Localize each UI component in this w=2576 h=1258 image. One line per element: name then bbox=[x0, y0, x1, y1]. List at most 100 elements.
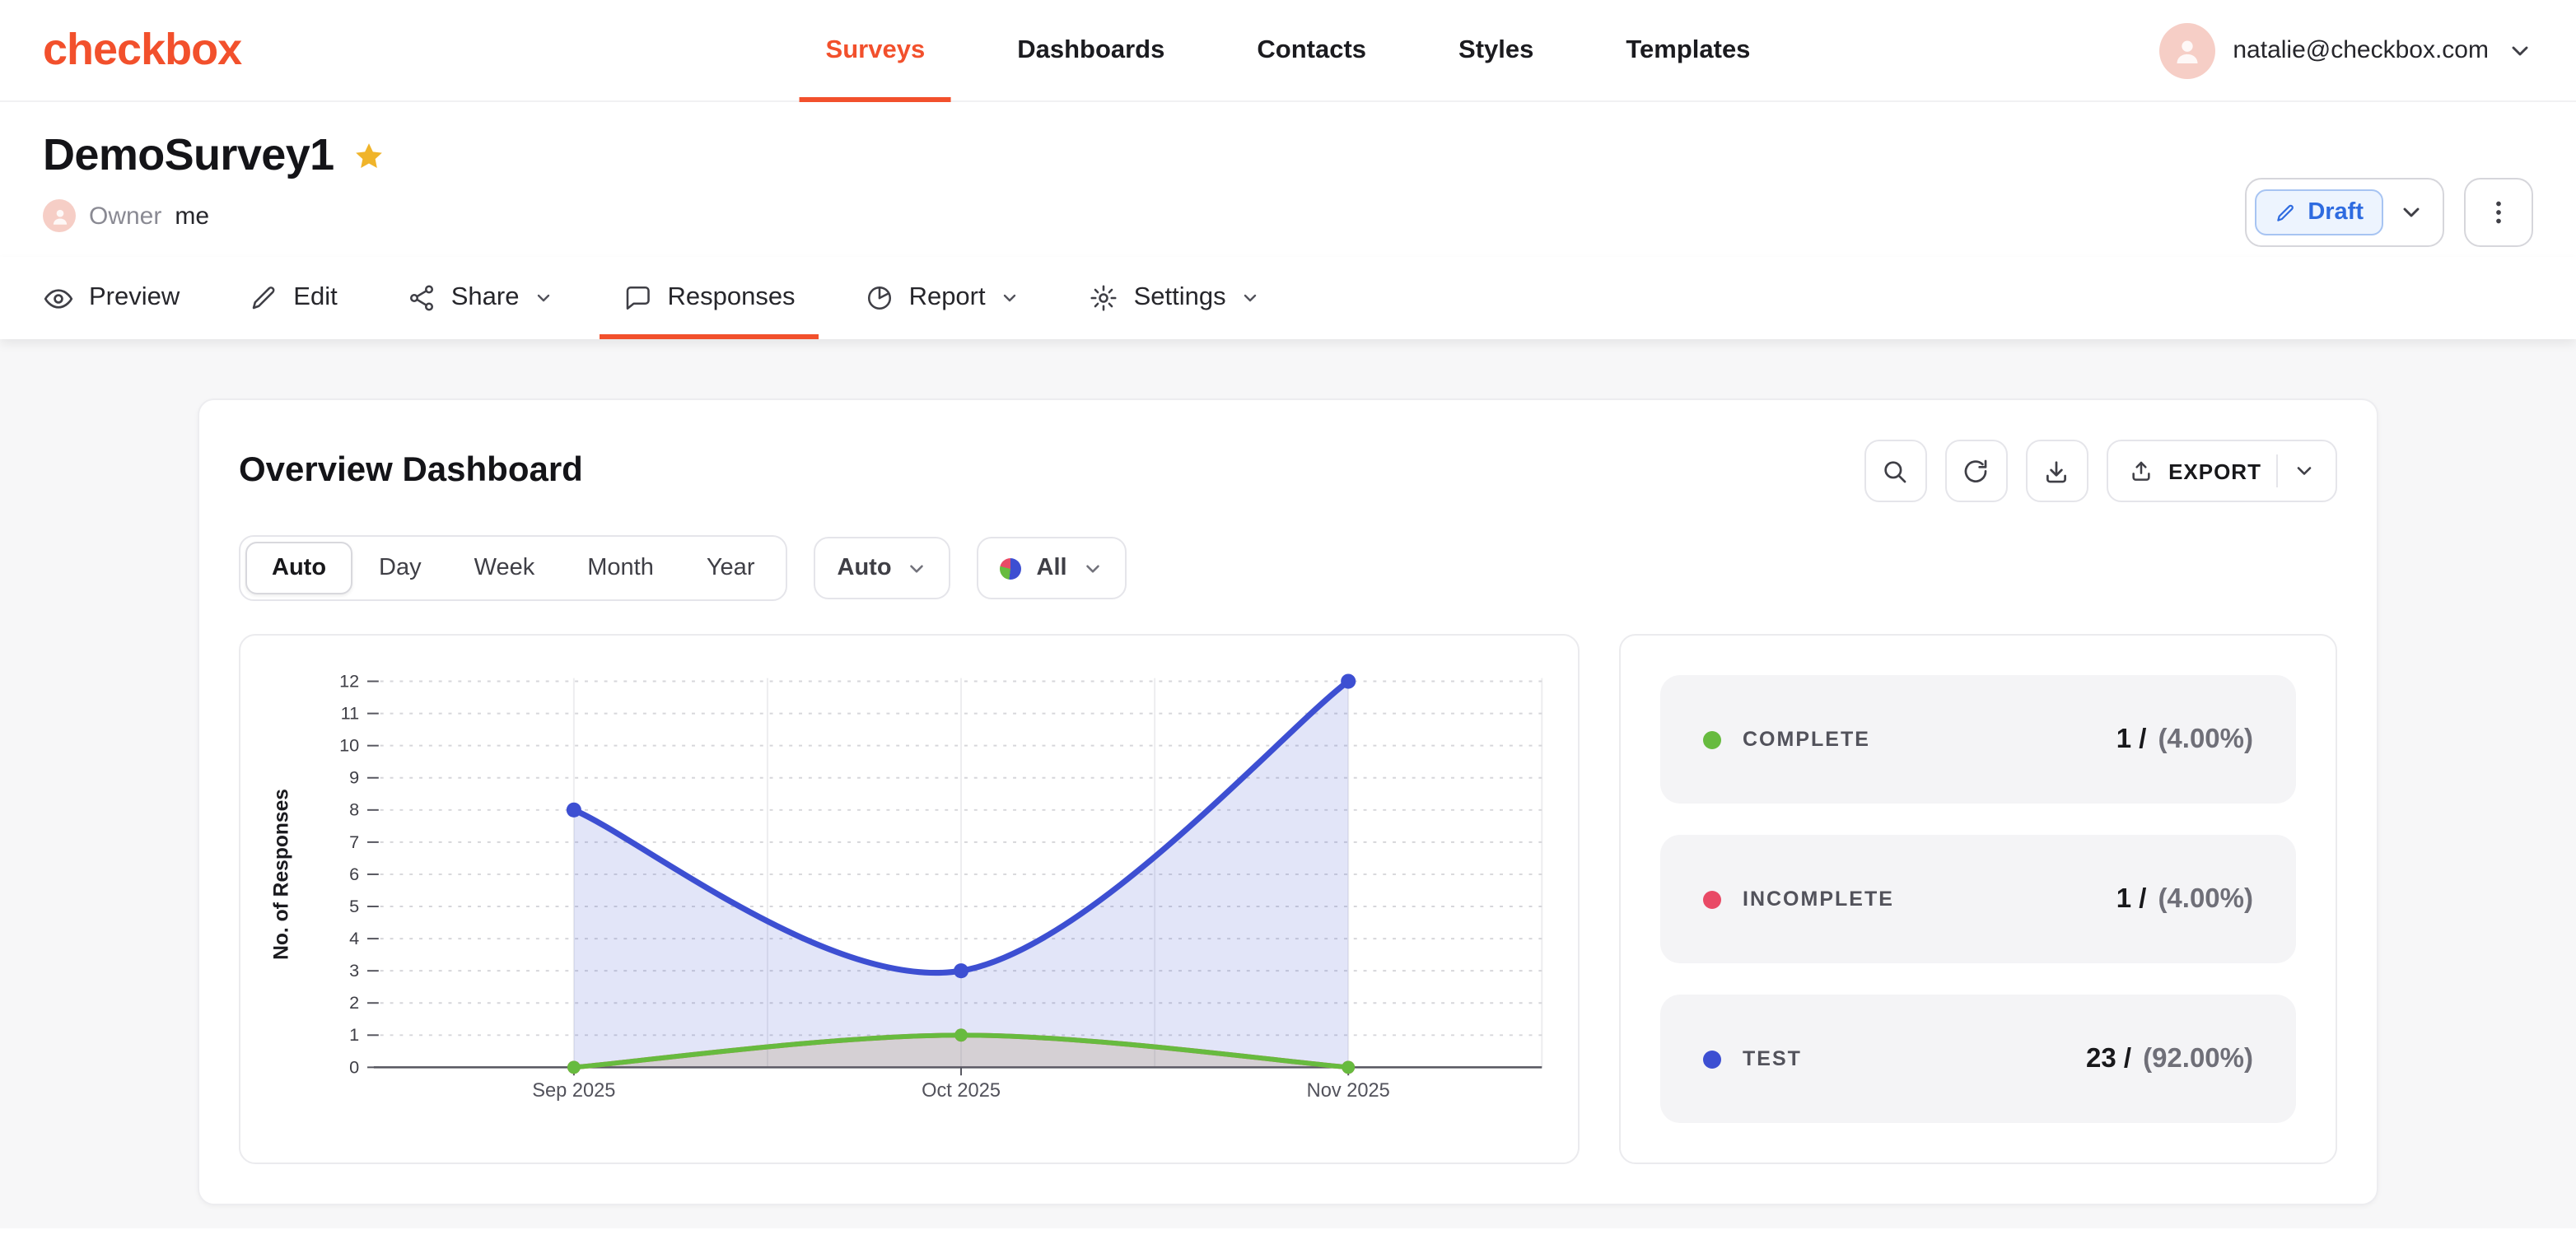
chevron-down-icon bbox=[1244, 294, 1257, 302]
svg-text:8: 8 bbox=[349, 799, 359, 820]
svg-text:3: 3 bbox=[349, 960, 359, 981]
top-bar: checkbox Surveys Dashboards Contacts Sty… bbox=[0, 0, 2576, 102]
chevron-down-icon bbox=[910, 564, 924, 572]
survey-header: DemoSurvey1 Owner me Draft bbox=[0, 102, 2576, 257]
pencil-icon bbox=[253, 287, 275, 310]
multi-status-dot bbox=[1000, 557, 1022, 579]
test-dot bbox=[1703, 1050, 1721, 1068]
stat-value: 1 /(4.00%) bbox=[2116, 724, 2253, 753]
status-badge[interactable]: Draft bbox=[2255, 189, 2383, 235]
export-label: EXPORT bbox=[2168, 459, 2261, 483]
share-icon bbox=[409, 285, 433, 311]
owner-avatar bbox=[43, 199, 76, 232]
interval-select[interactable]: Auto bbox=[814, 537, 951, 599]
tab-report[interactable]: Report bbox=[842, 257, 1043, 339]
chevron-down-icon bbox=[538, 294, 550, 302]
segment-week[interactable]: Week bbox=[474, 555, 535, 581]
survey-title: DemoSurvey1 bbox=[43, 130, 334, 179]
dashboard-title: Overview Dashboard bbox=[239, 451, 583, 489]
download-icon bbox=[2046, 460, 2067, 482]
segment-year[interactable]: Year bbox=[706, 555, 755, 581]
divider bbox=[2276, 454, 2278, 487]
more-options-button[interactable] bbox=[2464, 178, 2533, 247]
stat-card-test[interactable]: TEST 23 /(92.00%) bbox=[1660, 995, 2296, 1123]
pencil-icon bbox=[2277, 203, 2294, 221]
svg-text:2: 2 bbox=[349, 992, 359, 1013]
nav-item-surveys[interactable]: Surveys bbox=[799, 0, 952, 101]
tab-edit[interactable]: Edit bbox=[226, 257, 360, 339]
svg-text:Oct 2025: Oct 2025 bbox=[922, 1080, 1001, 1102]
stat-label: TEST bbox=[1743, 1047, 1802, 1070]
tab-preview[interactable]: Preview bbox=[20, 257, 203, 339]
svg-text:11: 11 bbox=[341, 702, 359, 723]
top-nav: Surveys Dashboards Contacts Styles Templ… bbox=[799, 0, 1761, 101]
user-avatar bbox=[2158, 22, 2215, 78]
stat-value: 1 /(4.00%) bbox=[2116, 883, 2253, 913]
svg-text:7: 7 bbox=[349, 832, 359, 852]
status-filter-select[interactable]: All bbox=[977, 537, 1127, 599]
stat-label: INCOMPLETE bbox=[1743, 888, 1894, 911]
nav-item-dashboards[interactable]: Dashboards bbox=[1017, 35, 1165, 63]
svg-text:5: 5 bbox=[349, 896, 359, 916]
svg-text:4: 4 bbox=[349, 928, 359, 948]
svg-text:0: 0 bbox=[349, 1056, 359, 1077]
refresh-icon bbox=[1964, 459, 1987, 482]
chat-bubble-icon bbox=[627, 286, 651, 310]
stat-value: 23 /(92.00%) bbox=[2086, 1043, 2253, 1073]
segment-auto[interactable]: Auto bbox=[245, 542, 353, 594]
chevron-down-icon[interactable] bbox=[2507, 37, 2533, 63]
svg-text:12: 12 bbox=[339, 670, 359, 691]
search-button[interactable] bbox=[1864, 440, 1927, 502]
search-icon bbox=[1884, 460, 1906, 482]
status-dropdown[interactable]: Draft bbox=[2245, 178, 2444, 247]
stat-card-incomplete[interactable]: INCOMPLETE 1 /(4.00%) bbox=[1660, 835, 2296, 963]
time-granularity-segmented: Auto Day Week Month Year bbox=[239, 535, 788, 601]
segment-month[interactable]: Month bbox=[587, 555, 654, 581]
survey-tabs: Preview Edit Share Responses bbox=[0, 257, 2576, 339]
responses-chart-panel: 0 1 2 3 4 5 6 7 8 9 10 11 12 Sep 2025 Oct 2025 Nov 2025… bbox=[239, 634, 1580, 1164]
refresh-button[interactable] bbox=[1944, 440, 2008, 502]
main-content: Overview Dashboard bbox=[0, 339, 2576, 1228]
person-icon bbox=[52, 208, 67, 224]
segment-day[interactable]: Day bbox=[379, 555, 422, 581]
svg-text:10: 10 bbox=[339, 735, 359, 756]
owner-name: me bbox=[175, 202, 210, 230]
overview-dashboard-card: Overview Dashboard bbox=[198, 398, 2378, 1205]
stat-card-complete[interactable]: COMPLETE 1 /(4.00%) bbox=[1660, 675, 2296, 804]
owner-label: Owner bbox=[89, 202, 162, 230]
tab-responses[interactable]: Responses bbox=[600, 257, 818, 339]
tab-settings[interactable]: Settings bbox=[1066, 257, 1284, 339]
gear-icon bbox=[1091, 285, 1118, 311]
nav-item-templates[interactable]: Templates bbox=[1626, 35, 1751, 63]
incomplete-dot bbox=[1703, 890, 1721, 908]
user-email: natalie@checkbox.com bbox=[2233, 36, 2489, 64]
svg-text:1: 1 bbox=[349, 1024, 359, 1045]
svg-text:Nov 2025: Nov 2025 bbox=[1307, 1080, 1390, 1102]
upload-icon bbox=[2131, 461, 2149, 481]
chevron-down-icon[interactable] bbox=[2398, 199, 2424, 226]
eye-icon bbox=[44, 288, 73, 308]
chevron-down-icon bbox=[1004, 294, 1016, 302]
nav-item-styles[interactable]: Styles bbox=[1458, 35, 1534, 63]
checkbox-logo[interactable]: checkbox bbox=[43, 25, 242, 74]
svg-text:Sep 2025: Sep 2025 bbox=[532, 1080, 615, 1102]
pie-chart-icon bbox=[867, 286, 891, 310]
kebab-menu-icon bbox=[2496, 201, 2501, 224]
owner-row: Owner me bbox=[43, 199, 2533, 232]
user-menu[interactable]: natalie@checkbox.com bbox=[2158, 22, 2533, 78]
person-icon bbox=[2176, 40, 2197, 63]
star-icon[interactable] bbox=[352, 139, 385, 172]
svg-text:9: 9 bbox=[349, 767, 359, 788]
download-button[interactable] bbox=[2025, 440, 2088, 502]
svg-text:6: 6 bbox=[349, 864, 359, 884]
export-button[interactable]: EXPORT bbox=[2106, 440, 2337, 502]
stat-label: COMPLETE bbox=[1743, 728, 1870, 751]
svg-text:No. of Responses: No. of Responses bbox=[270, 789, 292, 960]
tab-share[interactable]: Share bbox=[384, 257, 577, 339]
chevron-down-icon[interactable] bbox=[2293, 459, 2316, 482]
complete-dot bbox=[1703, 730, 1721, 748]
stats-panel: COMPLETE 1 /(4.00%) INCOMPLETE 1 /(4.00%… bbox=[1619, 634, 2337, 1164]
nav-item-contacts[interactable]: Contacts bbox=[1257, 35, 1367, 63]
